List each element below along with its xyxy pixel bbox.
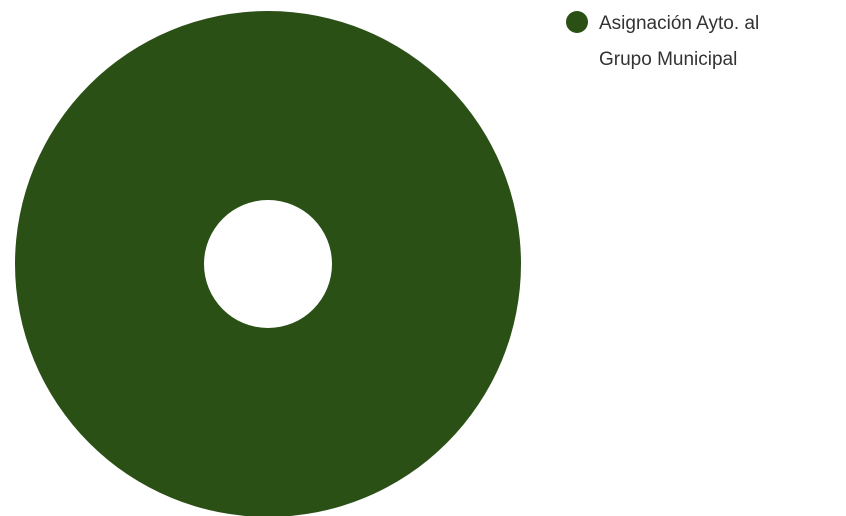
legend-label-line-1: Asignación Ayto. al — [599, 13, 759, 34]
legend: Asignación Ayto. al Grupo Municipal — [566, 11, 759, 70]
donut-slice[interactable] — [15, 11, 521, 516]
legend-label-line-2: Grupo Municipal — [599, 49, 737, 70]
donut-slices — [15, 11, 521, 516]
legend-marker-icon — [566, 11, 588, 33]
